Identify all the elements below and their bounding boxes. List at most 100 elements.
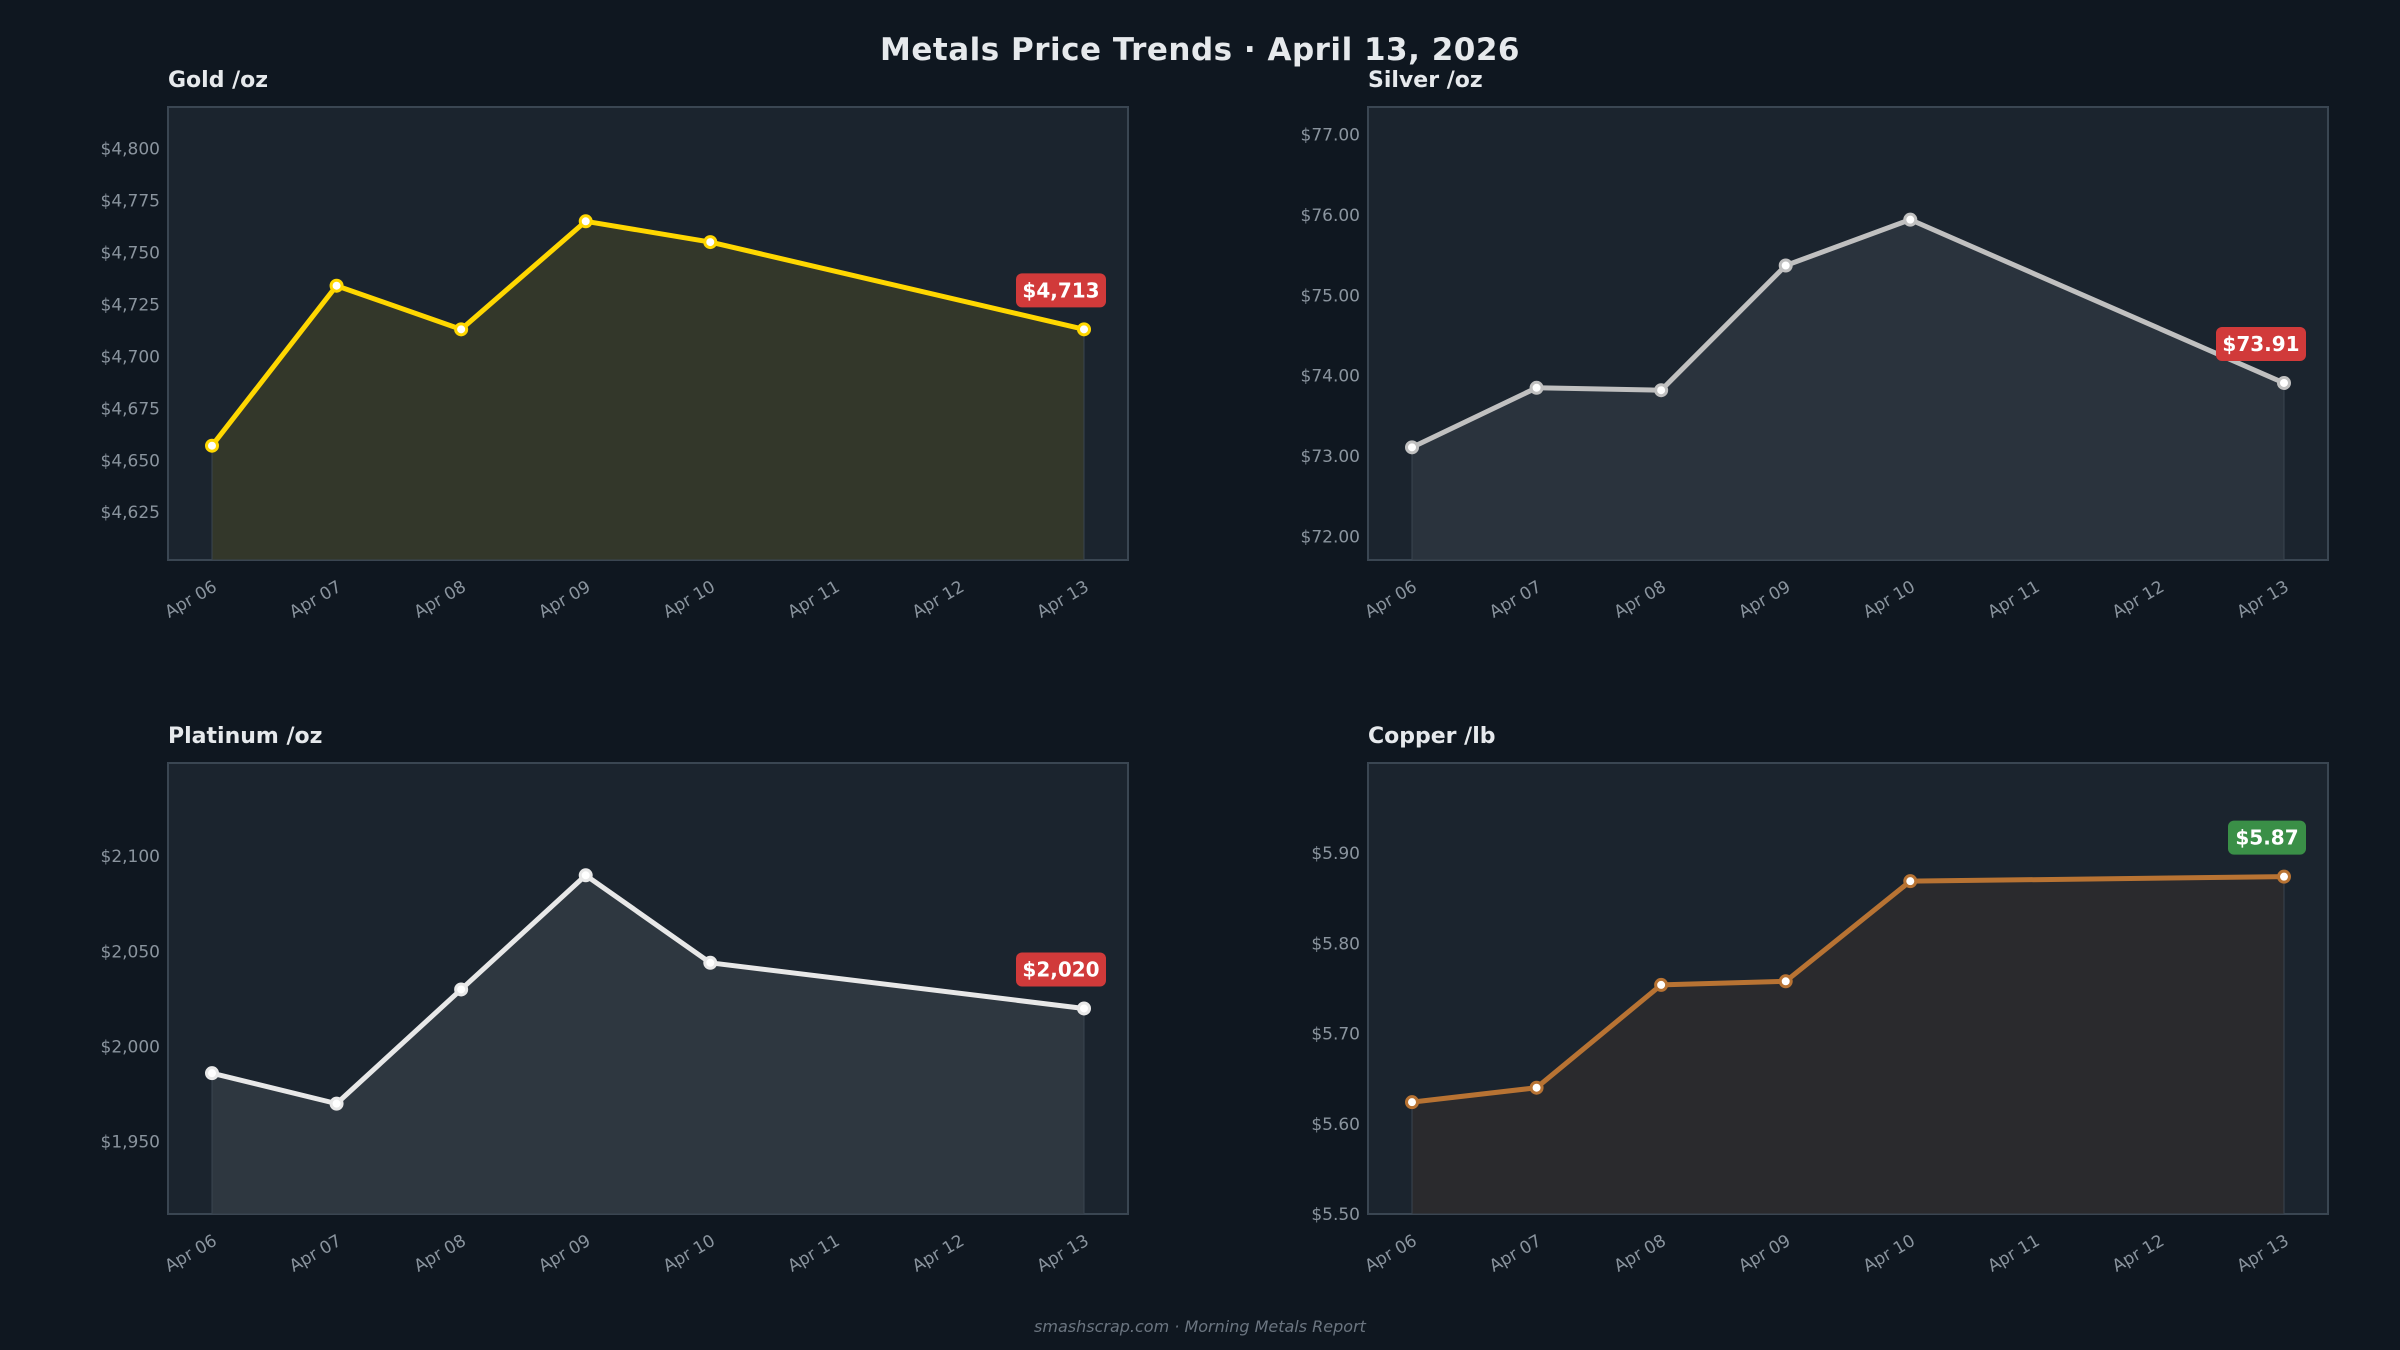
y-tick-label: $72.00: [1301, 528, 1360, 548]
data-point: [703, 955, 718, 970]
x-tick-label: Apr 10: [1860, 577, 1919, 623]
y-tick-label: $4,625: [101, 503, 160, 523]
data-point: [578, 868, 593, 883]
data-point: [1778, 974, 1793, 989]
data-point: [703, 235, 718, 250]
y-tick-label: $4,700: [101, 347, 160, 367]
data-point: [1778, 258, 1793, 273]
chart-title: Gold /oz: [168, 68, 268, 93]
x-tick-label: Apr 10: [660, 1231, 719, 1277]
chart-title: Silver /oz: [1368, 68, 1483, 93]
data-point: [1529, 1080, 1544, 1095]
x-tick-label: Apr 06: [1362, 577, 1421, 623]
y-tick-label: $75.00: [1301, 286, 1360, 306]
y-tick-label: $4,675: [101, 399, 160, 419]
data-point: [578, 214, 593, 229]
x-tick-label: Apr 13: [1034, 1231, 1093, 1277]
x-tick-label: Apr 07: [1486, 1231, 1545, 1277]
data-point: [454, 982, 469, 997]
x-tick-label: Apr 08: [1611, 577, 1670, 623]
y-tick-label: $4,650: [101, 451, 160, 471]
y-tick-label: $76.00: [1301, 206, 1360, 226]
last-price-label: $4,713: [1022, 278, 1099, 302]
last-price-label: $2,020: [1022, 957, 1099, 981]
chart-panel-gold: Gold /oz $4,625 $4,650 $4,675 $4,700 $4,725 $4…: [101, 68, 1129, 623]
data-point: [2277, 375, 2291, 390]
x-tick-label: Apr 10: [1860, 1231, 1919, 1277]
x-tick-label: Apr 12: [2109, 1231, 2168, 1277]
x-tick-label: Apr 07: [1486, 577, 1545, 623]
price-line: [210, 218, 1085, 448]
x-tick-label: Apr 13: [1034, 577, 1093, 623]
data-point: [329, 1096, 344, 1111]
data-point: [1529, 380, 1544, 395]
y-tick-label: $2,000: [101, 1038, 160, 1058]
y-tick-label: $1,950: [101, 1133, 160, 1153]
price-line: [211, 872, 1085, 1107]
x-tick-label: Apr 13: [2234, 577, 2293, 623]
x-tick-label: Apr 10: [660, 577, 719, 623]
x-tick-label: Apr 09: [535, 577, 594, 623]
y-tick-label: $2,100: [101, 847, 160, 867]
data-point: [1405, 440, 1419, 455]
last-price-badge: $2,020: [1016, 952, 1106, 987]
x-tick-label: Apr 08: [411, 577, 470, 623]
y-tick-label: $4,725: [101, 295, 160, 315]
x-tick-label: Apr 09: [535, 1231, 594, 1277]
x-tick-label: Apr 11: [1984, 577, 2043, 623]
last-price-label: $73.91: [2222, 332, 2299, 356]
y-tick-label: $77.00: [1301, 125, 1360, 145]
data-point: [1903, 874, 1918, 889]
x-tick-label: Apr 11: [784, 577, 843, 623]
x-tick-label: Apr 12: [2109, 577, 2168, 623]
footer-credit: smashscrap.com · Morning Metals Report: [1034, 1317, 1366, 1336]
chart-panel-silver: Silver /oz $72.00 $73.00 $74.00 $75.00 $76.00…: [1301, 68, 2329, 623]
x-tick-label: Apr 06: [162, 1231, 221, 1277]
badge-background: [2216, 326, 2306, 361]
y-tick-label: $5.80: [1311, 934, 1360, 954]
x-tick-label: Apr 09: [1735, 577, 1794, 623]
x-tick-label: Apr 06: [162, 577, 221, 623]
x-tick-label: Apr 12: [909, 1231, 968, 1277]
data-point: [1654, 977, 1669, 992]
price-line: [1410, 217, 2286, 450]
data-point: [1077, 322, 1091, 337]
data-point: [1903, 212, 1918, 227]
y-tick-label: $5.50: [1311, 1205, 1360, 1225]
x-tick-label: Apr 07: [286, 1231, 345, 1277]
badge-background: [1016, 952, 1106, 987]
y-tick-label: $74.00: [1301, 367, 1360, 387]
last-price-badge: $73.91: [2216, 326, 2306, 361]
x-tick-label: Apr 07: [286, 577, 345, 623]
y-tick-label: $4,750: [101, 243, 160, 263]
price-line: [1411, 874, 2285, 1105]
badge-background: [2228, 820, 2306, 855]
x-tick-label: Apr 08: [1611, 1231, 1670, 1277]
chart-panel-platinum: Platinum /oz $1,950 $2,000 $2,050 $2,100 Apr …: [101, 724, 1129, 1277]
x-tick-label: Apr 11: [1984, 1231, 2043, 1277]
chart-title: Platinum /oz: [168, 724, 322, 749]
data-point: [454, 322, 469, 337]
chart-panel-copper: Copper /lb $5.50 $5.60 $5.70 $5.80 $5.90 Apr 0…: [1311, 724, 2329, 1277]
data-point: [2277, 869, 2291, 884]
x-tick-label: Apr 11: [784, 1231, 843, 1277]
last-price-label: $5.87: [2235, 826, 2298, 850]
y-tick-label: $5.60: [1311, 1115, 1360, 1135]
y-tick-label: $4,800: [101, 140, 160, 160]
page-title: Metals Price Trends · April 13, 2026: [880, 32, 1520, 68]
y-tick-label: $73.00: [1301, 447, 1360, 467]
data-point: [329, 278, 344, 293]
badge-background: [1016, 273, 1106, 308]
y-tick-label: $4,775: [101, 192, 160, 212]
y-tick-label: $5.70: [1311, 1025, 1360, 1045]
y-tick-label: $2,050: [101, 942, 160, 962]
data-point: [1077, 1001, 1091, 1016]
last-price-badge: $4,713: [1016, 273, 1106, 308]
data-point: [205, 1066, 219, 1081]
data-point: [205, 438, 219, 453]
data-point: [1405, 1095, 1419, 1110]
x-tick-label: Apr 06: [1362, 1231, 1421, 1277]
data-point: [1654, 383, 1669, 398]
x-tick-label: Apr 08: [411, 1231, 470, 1277]
